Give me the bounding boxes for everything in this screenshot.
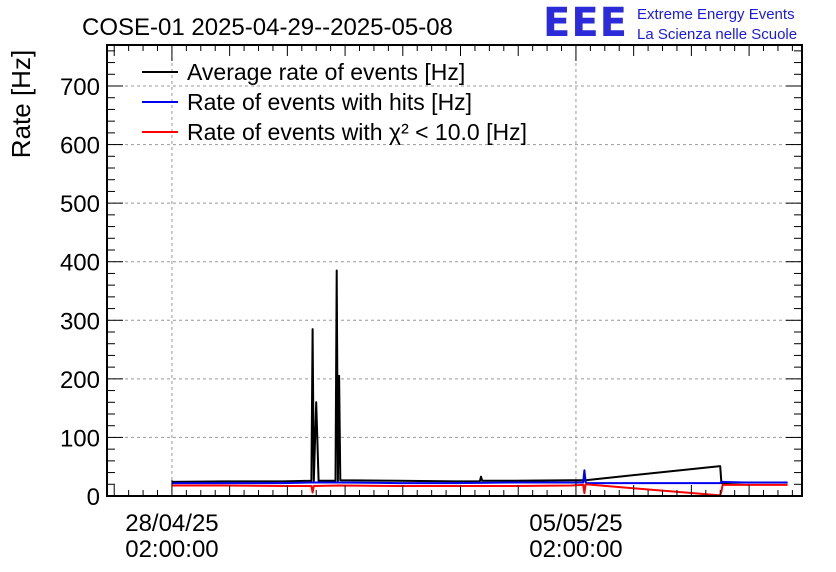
x-tick-label-time: 02:00:00 xyxy=(125,536,218,563)
legend-entry-label: Rate of events with χ² < 10.0 [Hz] xyxy=(187,119,527,145)
eee-logo-mark: EEE xyxy=(543,0,628,46)
y-tick-label: 300 xyxy=(60,308,100,335)
series-line-1 xyxy=(171,269,788,485)
y-tick-labels: 0 100 200 300 400 500 600 700 xyxy=(60,74,100,511)
x-tick-label-time: 02:00:00 xyxy=(529,536,622,563)
plot-frame xyxy=(106,44,803,497)
grid xyxy=(107,45,802,496)
y-tick-label: 0 xyxy=(87,484,100,511)
eee-logo: EEE Extreme Energy Events La Scienza nel… xyxy=(543,2,831,44)
series-line-3 xyxy=(171,483,788,497)
eee-logo-line-1: Extreme Energy Events xyxy=(637,6,795,23)
y-tick-label: 100 xyxy=(60,425,100,452)
y-tick-label: 200 xyxy=(60,367,100,394)
y-tick-label: 700 xyxy=(60,74,100,101)
legend-entry-label: Rate of events with hits [Hz] xyxy=(187,89,472,115)
y-tick-label: 600 xyxy=(60,133,100,160)
chart-title: COSE-01 2025-04-29--2025-05-08 xyxy=(82,14,453,41)
y-tick-label: 400 xyxy=(60,250,100,277)
eee-logo-line-2: La Scienza nelle Scuole xyxy=(637,26,798,43)
x-tick-label-date: 05/05/25 xyxy=(529,510,622,537)
y-axis-label: Rate [Hz] xyxy=(6,50,36,158)
y-tick-label: 500 xyxy=(60,191,100,218)
series-line-2 xyxy=(171,469,788,485)
x-tick-label-date: 28/04/25 xyxy=(125,510,218,537)
series-layer xyxy=(171,269,788,497)
axes-frame xyxy=(106,44,803,497)
legend-entry-label: Average rate of events [Hz] xyxy=(187,59,465,85)
legend: Average rate of events [Hz] Rate of event… xyxy=(142,59,527,145)
